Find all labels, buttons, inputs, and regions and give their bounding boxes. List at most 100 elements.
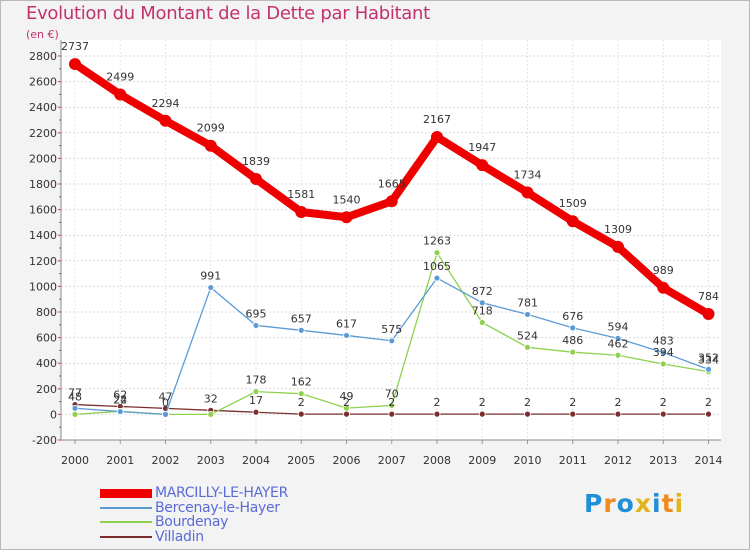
x-tick-label: 2013 (649, 454, 677, 467)
data-point (250, 173, 262, 186)
y-tick-label: 200 (36, 383, 57, 396)
data-point (569, 410, 577, 418)
legend-swatch (100, 506, 152, 509)
data-label: 989 (653, 264, 674, 277)
data-label: 781 (517, 296, 538, 309)
data-point (569, 324, 577, 332)
y-tick-label: 2000 (29, 152, 57, 165)
data-point (566, 215, 579, 228)
data-point (69, 58, 81, 71)
data-point (431, 131, 443, 144)
x-tick-label: 2014 (695, 454, 723, 467)
y-tick-label: 0 (50, 408, 57, 421)
logo-letter: o (616, 489, 635, 518)
x-tick-label: 2009 (468, 454, 496, 467)
data-label: 1540 (333, 193, 361, 206)
data-point (116, 408, 124, 415)
legend-swatch (100, 535, 152, 538)
data-point (659, 410, 667, 418)
data-label: 2294 (152, 97, 180, 110)
legend-swatch (100, 521, 152, 524)
data-point (705, 410, 712, 418)
data-point (343, 410, 350, 418)
logo-letter: i (674, 489, 685, 518)
data-point (702, 308, 715, 321)
data-point (569, 348, 577, 356)
data-label: 1581 (287, 188, 315, 201)
data-label: 334 (698, 354, 719, 367)
y-tick-label: 2600 (29, 76, 57, 89)
data-label: 162 (291, 376, 312, 389)
legend-label: MARCILLY-LE-HAYER (155, 485, 289, 502)
data-label: 17 (249, 394, 263, 407)
legend-item: Villadin (100, 530, 288, 545)
data-label: 657 (291, 312, 312, 325)
data-point (343, 332, 350, 339)
data-label: 352 (698, 351, 719, 364)
y-tick-label: 1400 (29, 229, 57, 242)
data-label: 524 (517, 329, 538, 342)
y-tick-label: 600 (36, 332, 57, 345)
data-point (162, 410, 169, 418)
y-tick-label: 1000 (29, 280, 57, 293)
data-point (207, 410, 215, 418)
x-tick-label: 2006 (333, 454, 361, 467)
logo-letter: x (634, 489, 652, 518)
data-point (388, 410, 396, 418)
data-label: 872 (472, 285, 493, 298)
data-label: 575 (381, 323, 402, 336)
data-label: 2 (388, 396, 395, 409)
data-point (295, 206, 308, 219)
y-tick-label: 2800 (29, 50, 57, 63)
data-label: 676 (562, 310, 583, 323)
data-point (71, 404, 79, 412)
data-label: 2499 (106, 71, 134, 84)
data-label: 718 (472, 304, 493, 317)
data-label: 2 (479, 396, 486, 409)
legend-item: MARCILLY-LE-HAYER (100, 486, 288, 501)
data-point (478, 299, 486, 307)
data-label: 1734 (514, 168, 542, 181)
x-tick-label: 2005 (287, 454, 315, 467)
data-point (297, 326, 305, 334)
data-point (614, 351, 622, 359)
data-label: 2 (705, 396, 712, 409)
logo-letter: r (603, 489, 617, 518)
unit-label: (en €) (26, 28, 59, 41)
data-point (478, 319, 486, 326)
data-label: 991 (200, 270, 221, 283)
data-point (252, 322, 260, 329)
x-tick-label: 2010 (514, 454, 542, 467)
data-label: 1839 (242, 155, 270, 168)
y-tick-label: 2400 (29, 101, 57, 114)
data-point (614, 334, 622, 342)
logo-letter: P (584, 489, 604, 518)
data-point (478, 410, 486, 418)
data-point (657, 281, 670, 294)
data-point (612, 240, 624, 253)
data-point (521, 186, 534, 199)
data-label: 594 (608, 320, 629, 333)
data-label: 1309 (604, 223, 632, 236)
data-point (705, 365, 712, 373)
data-point (207, 284, 215, 291)
data-label: 22 (113, 394, 127, 407)
x-tick-label: 2001 (106, 454, 134, 467)
data-label: 2 (524, 396, 531, 409)
logo-letter: t (661, 489, 675, 518)
y-tick-label: 1200 (29, 255, 57, 268)
data-point (659, 360, 667, 368)
x-tick-label: 2007 (378, 454, 406, 467)
data-point (297, 410, 305, 418)
data-label: 48 (68, 390, 82, 403)
data-point (524, 410, 531, 418)
data-point (204, 139, 217, 152)
data-label: 77 (68, 387, 82, 400)
data-point (476, 159, 489, 172)
legend-item: Bourdenay (100, 515, 288, 530)
y-tick-label: 1800 (29, 178, 57, 191)
data-label: 483 (653, 335, 674, 348)
data-label: 24 (113, 393, 127, 406)
legend: MARCILLY-LE-HAYER Bercenay-le-Hayer Bourde… (100, 486, 288, 544)
